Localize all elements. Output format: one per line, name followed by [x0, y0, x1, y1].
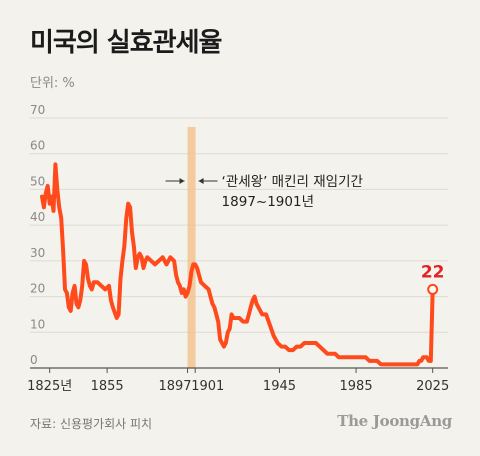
- end-point-marker: [427, 283, 439, 295]
- y-tick-label: 40: [30, 210, 45, 224]
- band-arrow-left-head: [179, 178, 185, 184]
- unit-label: 단위: %: [30, 76, 75, 91]
- y-tick-labels: 0 10 20 30 40 50 60 70: [30, 103, 45, 367]
- y-tick-label: 30: [30, 246, 45, 260]
- end-point-label: 22: [421, 262, 445, 282]
- x-tick-label: 1945: [263, 379, 296, 394]
- source-note: 자료: 신용평가회사 피치: [30, 417, 153, 431]
- publisher-logo: The JoongAng: [337, 412, 452, 430]
- y-tick-label: 0: [30, 353, 38, 367]
- y-tick-label: 20: [30, 282, 45, 296]
- x-tick-label: 1825년: [27, 379, 72, 394]
- x-tick-label: 1901: [191, 379, 224, 394]
- band-label-line1: ‘관세왕’ 매킨리 재임기간: [222, 174, 363, 190]
- x-tick-label: 1855: [91, 379, 124, 394]
- x-tick-label: 2025: [416, 379, 449, 394]
- chart-title: 미국의 실효관세율: [30, 28, 222, 58]
- data-line: [40, 162, 435, 367]
- y-tick-label: 50: [30, 174, 45, 188]
- band-label-line2: 1897~1901년: [222, 194, 314, 210]
- x-tick-label: 1985: [340, 379, 373, 394]
- y-tick-label: 10: [30, 317, 45, 331]
- band-annotation: ‘관세왕’ 매킨리 재임기간 1897~1901년: [165, 174, 363, 210]
- x-tick-label: 1897: [158, 379, 191, 394]
- y-tick-label: 60: [30, 139, 45, 153]
- y-tick-label: 70: [30, 103, 45, 117]
- highlight-band: [187, 127, 196, 368]
- gridlines: [30, 117, 448, 333]
- x-axis: 1825년 1855 1897 1901 1945 1985 2025: [27, 367, 449, 394]
- band-arrow-right-head: [198, 178, 204, 184]
